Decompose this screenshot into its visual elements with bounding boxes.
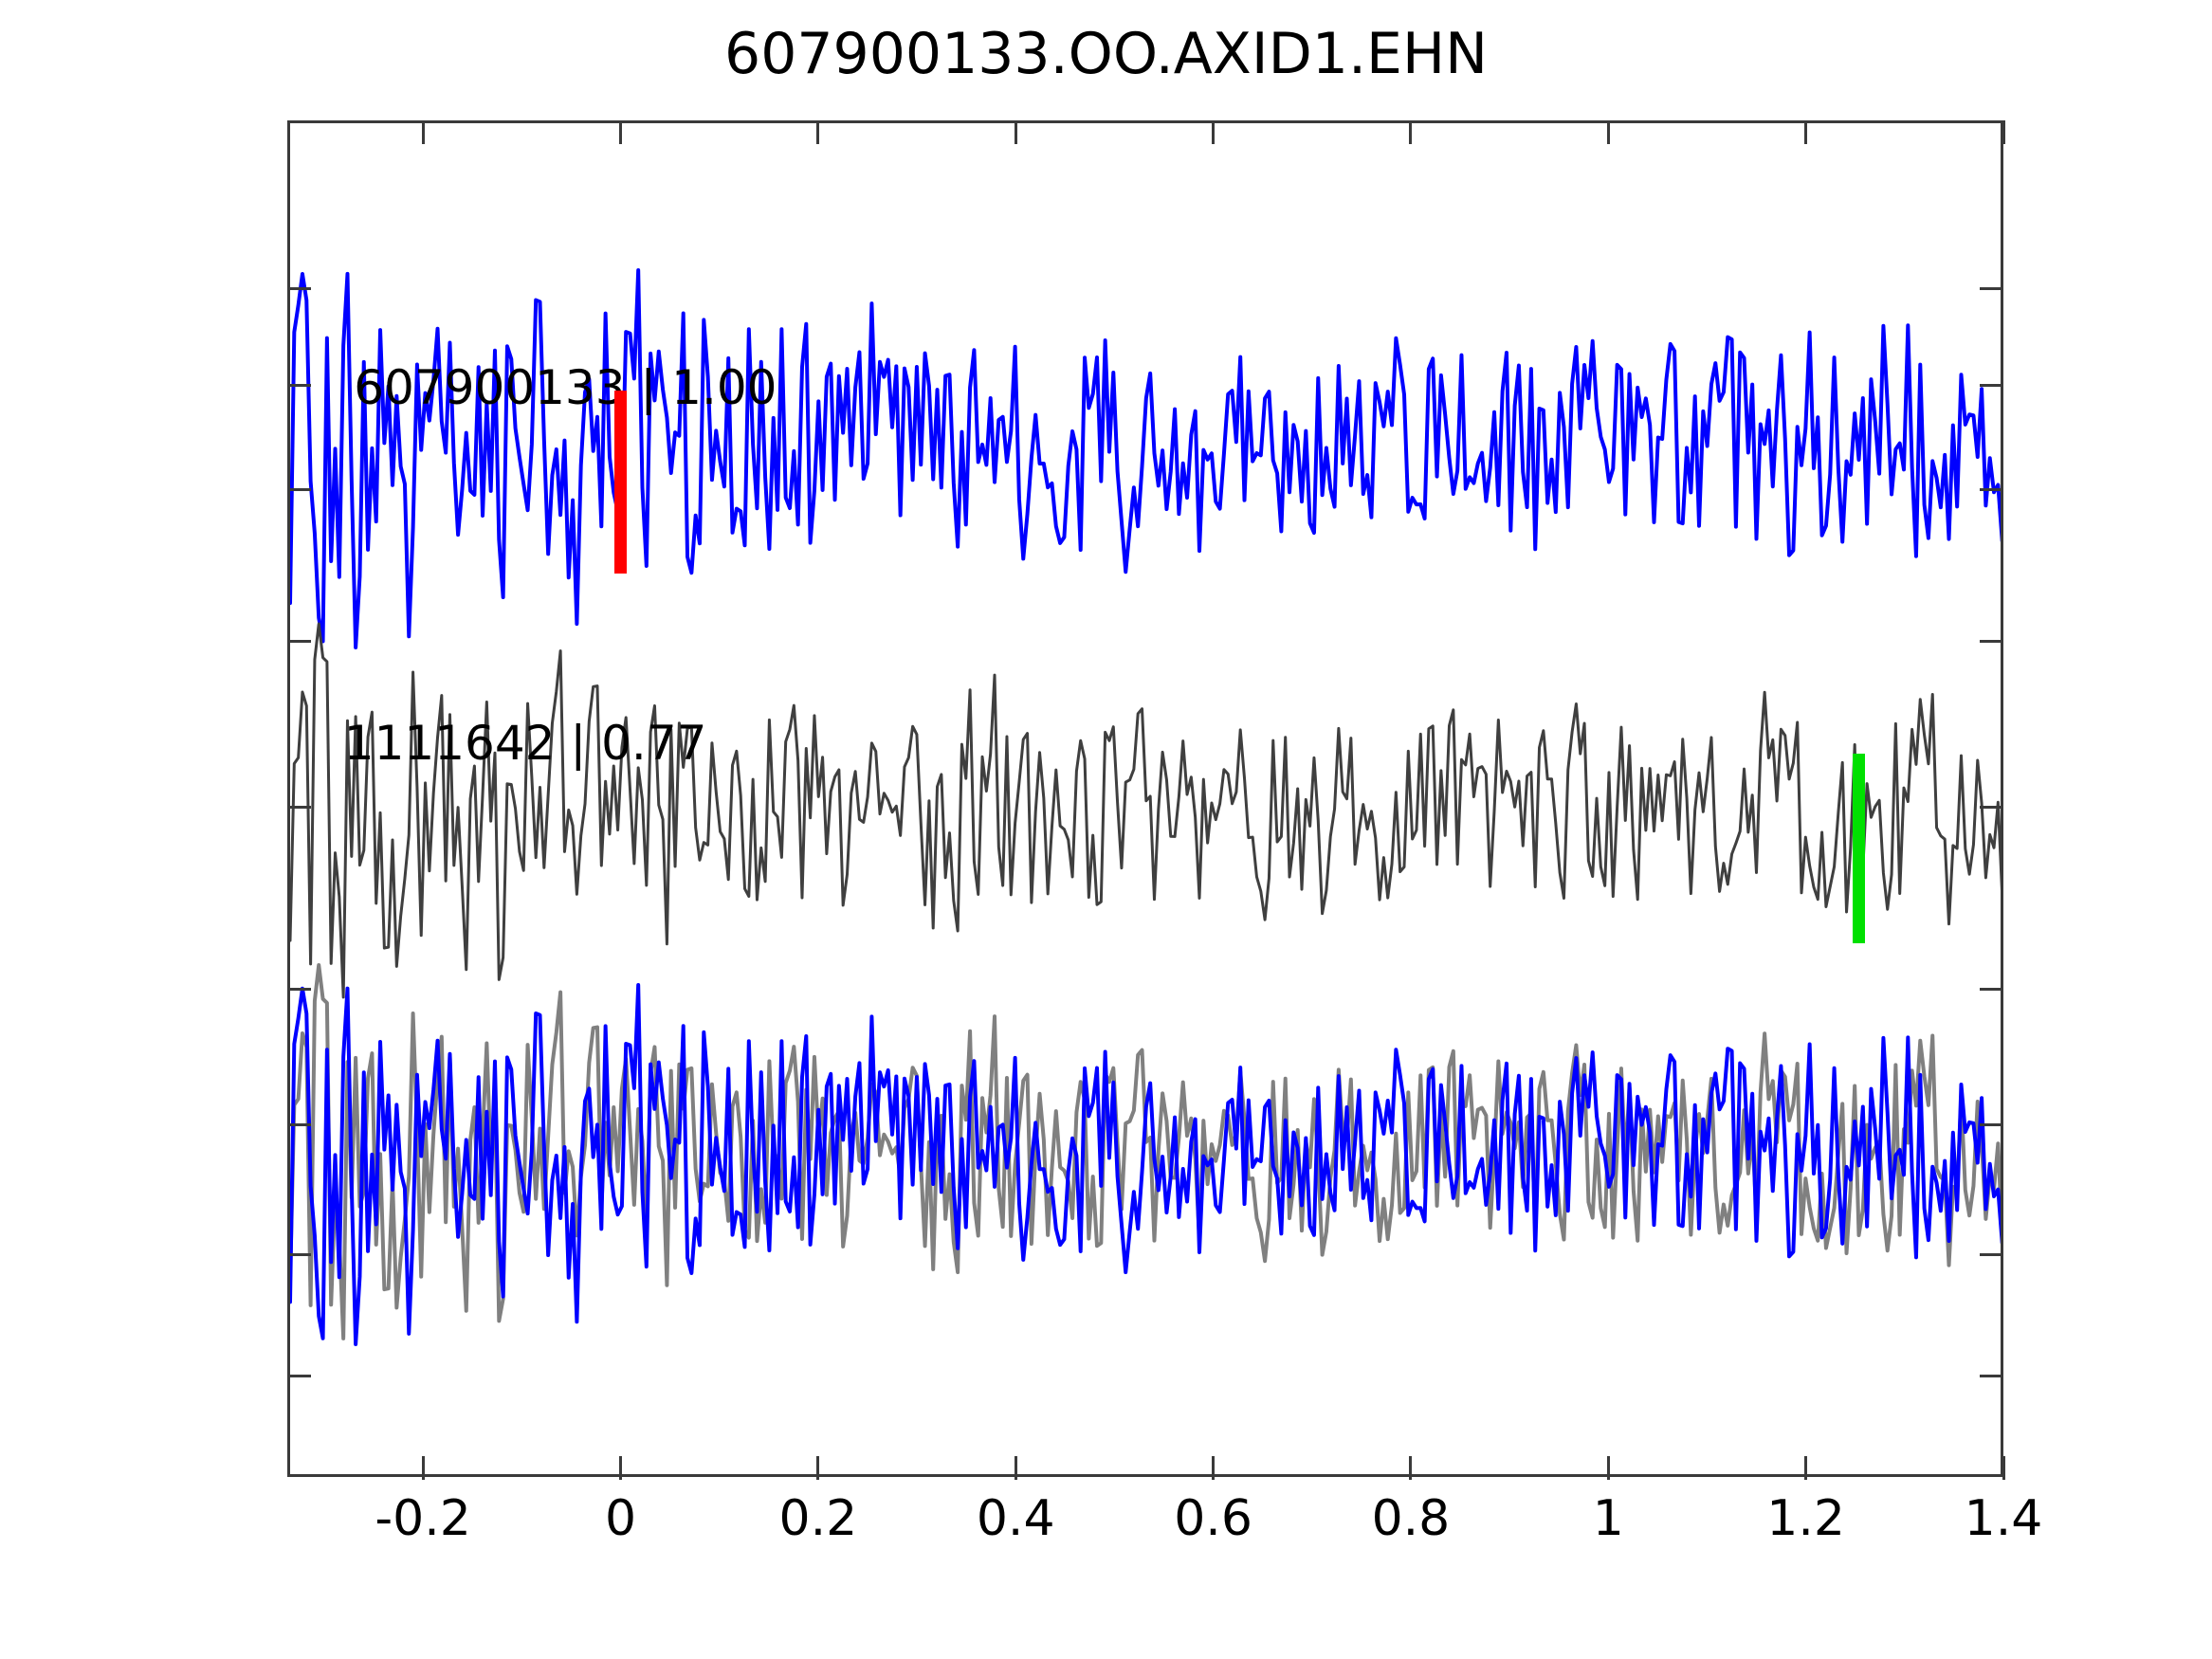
x-tick-label: 0.2 xyxy=(778,1490,858,1547)
waveform-path xyxy=(290,622,2001,999)
x-tick-label: 0.8 xyxy=(1371,1490,1451,1547)
y-tick xyxy=(287,1375,311,1377)
x-tick xyxy=(1804,1456,1808,1480)
x-tick-label: 0.4 xyxy=(976,1490,1055,1547)
waveform-path xyxy=(290,268,2001,649)
waveform-path xyxy=(290,982,2001,1346)
y-tick xyxy=(1980,988,2003,991)
y-tick xyxy=(287,988,311,991)
page-title: 607900133.OO.AXID1.EHN xyxy=(724,21,1488,87)
x-tick-top xyxy=(421,120,425,144)
x-tick xyxy=(2002,1456,2005,1480)
x-tick-label: 1.4 xyxy=(1964,1490,2043,1547)
y-tick xyxy=(1980,287,2003,290)
y-tick xyxy=(1980,1123,2003,1126)
x-tick-top xyxy=(618,120,622,144)
y-tick xyxy=(287,488,311,491)
trace-label-template: 607900133 | 1.00 xyxy=(354,360,777,415)
y-tick xyxy=(1980,384,2003,387)
y-tick xyxy=(1980,488,2003,491)
y-tick xyxy=(287,1123,311,1126)
x-tick xyxy=(816,1456,820,1480)
y-tick xyxy=(1980,1375,2003,1377)
x-tick xyxy=(421,1456,425,1480)
x-tick-label: 0.6 xyxy=(1174,1490,1252,1547)
y-tick xyxy=(287,640,311,643)
plot-area xyxy=(287,120,2003,1477)
waveform-traces xyxy=(290,268,2001,1346)
x-tick xyxy=(1606,1456,1610,1480)
x-tick-top xyxy=(1804,120,1808,144)
y-tick xyxy=(1980,806,2003,809)
y-tick xyxy=(1980,640,2003,643)
x-tick-top xyxy=(1606,120,1610,144)
x-tick-top xyxy=(816,120,820,144)
y-tick xyxy=(1980,1253,2003,1256)
x-tick-top xyxy=(1212,120,1216,144)
x-tick-label: 0 xyxy=(604,1490,637,1547)
x-tick-top xyxy=(2002,120,2005,144)
x-tick xyxy=(1212,1456,1216,1480)
x-tick-top xyxy=(1409,120,1413,144)
template-pick-marker xyxy=(613,391,627,574)
y-tick xyxy=(287,1253,311,1256)
x-tick xyxy=(1409,1456,1413,1480)
x-tick-top xyxy=(1014,120,1017,144)
x-tick xyxy=(1014,1456,1017,1480)
y-tick xyxy=(287,806,311,809)
trace-canvas xyxy=(290,123,2001,1474)
x-tick-label: 1 xyxy=(1592,1490,1624,1547)
trace-label-detection: 1111642 | 0.77 xyxy=(343,716,707,771)
x-tick-label: 1.2 xyxy=(1766,1490,1845,1547)
y-tick xyxy=(287,384,311,387)
y-tick xyxy=(287,287,311,290)
x-tick-label: -0.2 xyxy=(375,1490,471,1547)
detection-pick-marker xyxy=(1852,754,1865,943)
x-tick xyxy=(618,1456,622,1480)
waveform-path xyxy=(290,963,2001,1340)
